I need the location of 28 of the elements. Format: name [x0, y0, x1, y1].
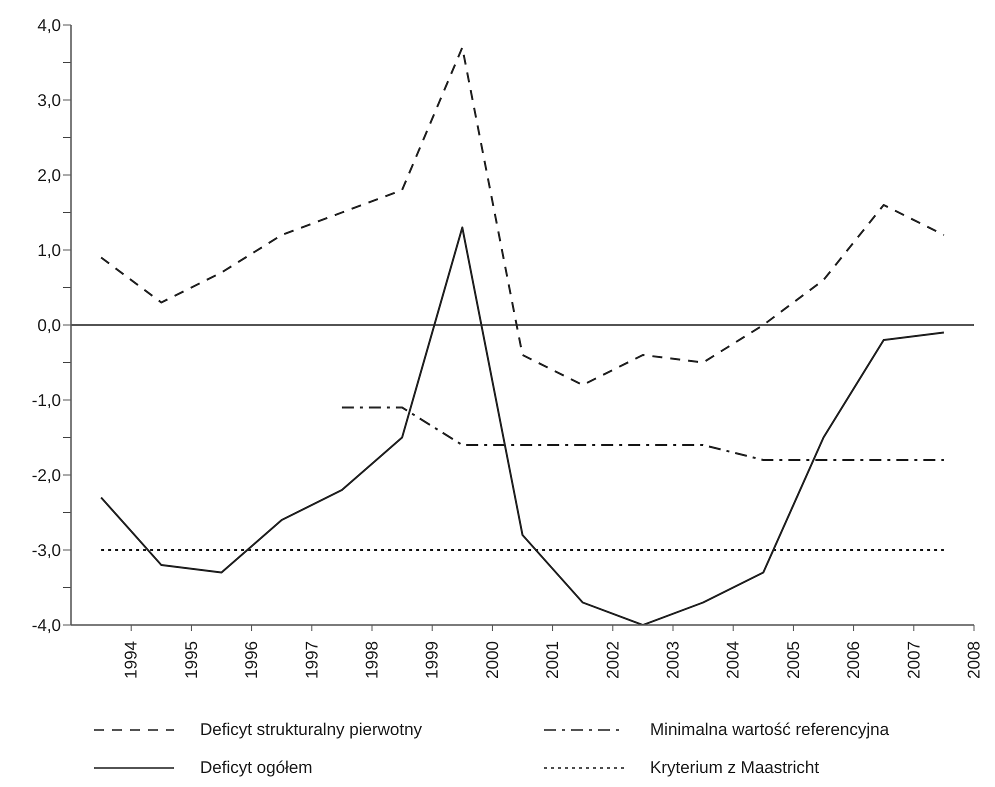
y-tick-label: 1,0	[37, 241, 61, 260]
y-tick-label: -2,0	[32, 466, 61, 486]
y-tick-label: 3,0	[37, 91, 61, 110]
x-tick-label: 1996	[242, 641, 262, 679]
y-tick-label: -3,0	[32, 541, 61, 560]
x-tick-label: 2003	[664, 641, 682, 679]
y-tick-label: -1,0	[32, 391, 61, 410]
legend-label: Deficyt strukturalny pierwotny	[200, 720, 422, 740]
y-tick-label: 2,0	[37, 166, 61, 186]
x-tick-label: 2001	[543, 641, 562, 679]
legend-label: Deficyt ogółem	[200, 758, 312, 778]
y-tick-label: 4,0	[37, 16, 61, 36]
x-tick-label: 2008	[964, 641, 984, 679]
legend-label: Kryterium z Maastricht	[650, 758, 820, 778]
y-tick-label: -4,0	[32, 616, 61, 636]
x-tick-label: 1997	[302, 641, 322, 679]
x-tick-label: 2002	[603, 641, 622, 679]
x-tick-label: 1999	[422, 641, 442, 679]
x-tick-label: 1994	[122, 641, 141, 679]
x-tick-label: 1995	[182, 641, 201, 679]
x-tick-label: 1998	[362, 641, 382, 679]
x-tick-label: 2004	[724, 641, 743, 679]
x-tick-label: 2005	[784, 641, 803, 679]
x-tick-label: 2000	[482, 641, 502, 679]
legend-label: Minimalna wartość referencyjna	[650, 720, 890, 740]
x-tick-label: 2007	[904, 641, 924, 679]
x-tick-label: 2006	[844, 641, 864, 679]
y-tick-label: 0,0	[37, 316, 61, 336]
